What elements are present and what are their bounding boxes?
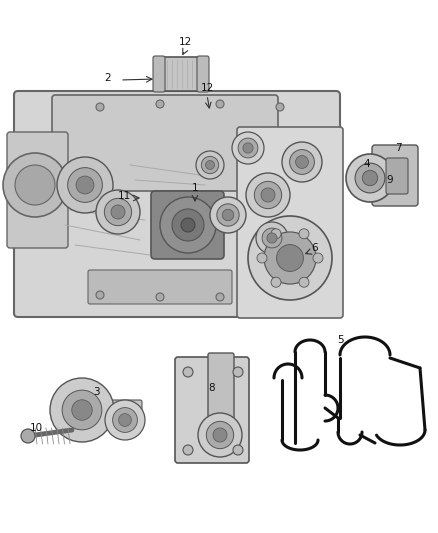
Circle shape	[57, 157, 113, 213]
FancyBboxPatch shape	[237, 127, 343, 318]
Circle shape	[299, 229, 309, 239]
Circle shape	[256, 222, 288, 254]
FancyBboxPatch shape	[14, 91, 340, 317]
Circle shape	[248, 216, 332, 300]
Text: 4: 4	[364, 159, 370, 169]
Circle shape	[205, 160, 215, 169]
Circle shape	[233, 367, 243, 377]
Circle shape	[261, 188, 275, 202]
Circle shape	[156, 100, 164, 108]
Circle shape	[271, 277, 281, 287]
Circle shape	[210, 197, 246, 233]
Circle shape	[105, 400, 145, 440]
Circle shape	[246, 173, 290, 217]
Circle shape	[111, 205, 125, 219]
Text: 12: 12	[200, 83, 214, 93]
Circle shape	[232, 132, 264, 164]
Circle shape	[213, 428, 227, 442]
Circle shape	[119, 414, 131, 426]
Circle shape	[262, 228, 282, 248]
Text: 8: 8	[208, 383, 215, 393]
Circle shape	[15, 165, 55, 205]
FancyBboxPatch shape	[73, 400, 142, 422]
Circle shape	[156, 293, 164, 301]
Circle shape	[217, 204, 239, 226]
Text: 3: 3	[93, 387, 99, 397]
Circle shape	[76, 176, 94, 194]
Circle shape	[313, 253, 323, 263]
Circle shape	[299, 277, 309, 287]
Circle shape	[196, 151, 224, 179]
Circle shape	[216, 100, 224, 108]
Circle shape	[160, 197, 216, 253]
FancyBboxPatch shape	[155, 57, 206, 91]
Circle shape	[96, 291, 104, 299]
Text: 6: 6	[312, 243, 318, 253]
Circle shape	[282, 142, 322, 182]
FancyBboxPatch shape	[153, 56, 165, 92]
Circle shape	[183, 367, 193, 377]
Text: 11: 11	[117, 191, 131, 201]
Circle shape	[201, 156, 219, 174]
Circle shape	[346, 154, 394, 202]
Circle shape	[222, 209, 234, 221]
Circle shape	[104, 198, 132, 225]
FancyBboxPatch shape	[151, 191, 224, 259]
Text: 1: 1	[192, 183, 198, 193]
Text: 5: 5	[337, 335, 343, 345]
Circle shape	[181, 218, 195, 232]
Circle shape	[113, 408, 138, 432]
Circle shape	[183, 445, 193, 455]
Circle shape	[62, 390, 102, 430]
Text: 2: 2	[105, 73, 111, 83]
Circle shape	[257, 253, 267, 263]
Circle shape	[233, 445, 243, 455]
Text: 9: 9	[387, 175, 393, 185]
Circle shape	[254, 181, 282, 208]
Circle shape	[172, 209, 204, 241]
Circle shape	[362, 171, 378, 185]
FancyBboxPatch shape	[208, 353, 234, 437]
FancyBboxPatch shape	[197, 56, 209, 92]
Circle shape	[67, 168, 102, 203]
Circle shape	[243, 143, 253, 153]
Circle shape	[276, 103, 284, 111]
FancyBboxPatch shape	[88, 270, 232, 304]
FancyBboxPatch shape	[52, 95, 278, 191]
Circle shape	[264, 232, 316, 284]
Circle shape	[238, 138, 258, 158]
Text: 10: 10	[29, 423, 42, 433]
Circle shape	[198, 413, 242, 457]
FancyBboxPatch shape	[175, 357, 249, 463]
FancyBboxPatch shape	[372, 145, 418, 206]
Text: 7: 7	[395, 143, 401, 153]
Circle shape	[3, 153, 67, 217]
Circle shape	[355, 163, 385, 193]
Circle shape	[276, 245, 304, 271]
Circle shape	[206, 422, 233, 449]
Circle shape	[72, 400, 92, 420]
Circle shape	[50, 378, 114, 442]
Circle shape	[21, 429, 35, 443]
FancyBboxPatch shape	[7, 132, 68, 248]
Circle shape	[216, 293, 224, 301]
Circle shape	[96, 103, 104, 111]
Circle shape	[267, 233, 277, 243]
Circle shape	[290, 150, 314, 174]
Circle shape	[271, 229, 281, 239]
FancyBboxPatch shape	[386, 158, 408, 194]
Circle shape	[296, 156, 308, 168]
Circle shape	[276, 291, 284, 299]
Circle shape	[96, 190, 140, 234]
Text: 12: 12	[178, 37, 192, 47]
